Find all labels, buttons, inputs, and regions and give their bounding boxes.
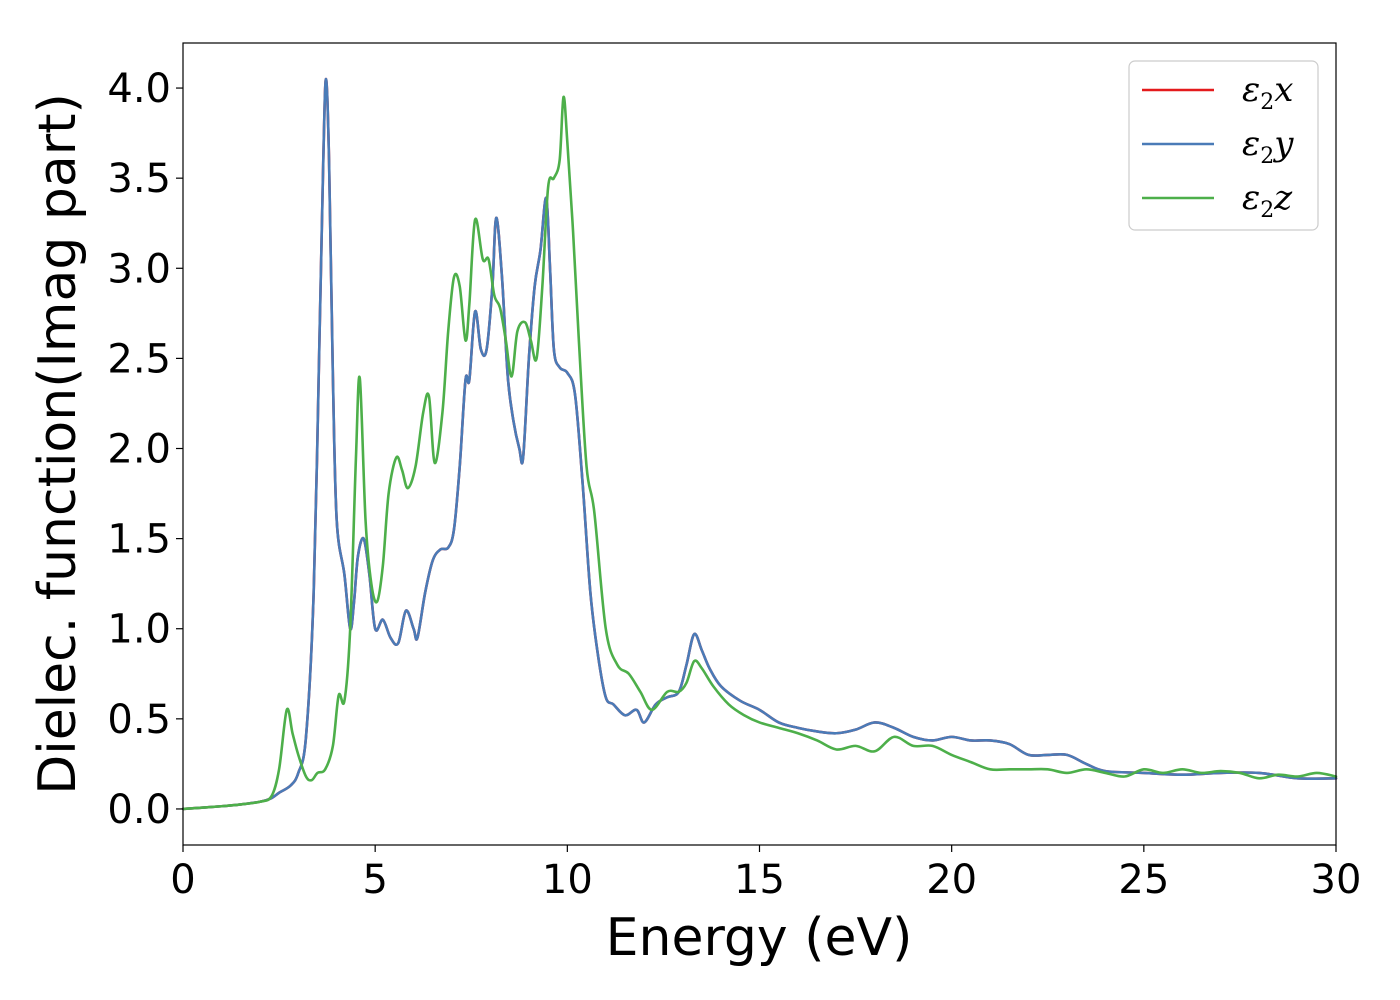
- legend-label-base: ε: [1242, 124, 1260, 164]
- legend-label-base: ε: [1242, 70, 1260, 110]
- legend-label-subscript: 2: [1260, 90, 1274, 115]
- series-line-z: [181, 95, 1338, 811]
- legend-label-axis: z: [1273, 178, 1293, 218]
- legend-frame: [1128, 60, 1319, 231]
- y-tick-label: 0.0: [107, 787, 171, 833]
- legend-label-z: ε2z: [1242, 178, 1293, 223]
- y-tick-label: 2.5: [107, 336, 171, 382]
- legend-label-axis: y: [1272, 124, 1294, 164]
- legend-label-subscript: 2: [1260, 198, 1274, 223]
- y-tick-label: 3.0: [107, 246, 171, 292]
- x-tick-label: 10: [542, 857, 593, 903]
- series-line-y: [181, 77, 1338, 811]
- legend-label-base: ε: [1242, 178, 1260, 218]
- y-axis-ticks: 0.0 0.5 1.0 1.5 2.0 2.5 3.0 3.5 4.0: [107, 66, 183, 833]
- x-tick-label: 25: [1118, 857, 1169, 903]
- plot-area: [181, 42, 1338, 846]
- x-axis-title: Energy (eV): [606, 908, 913, 968]
- legend-label-axis: x: [1274, 70, 1293, 110]
- legend-label-y: ε2y: [1242, 124, 1294, 169]
- x-tick-label: 15: [734, 857, 785, 903]
- y-tick-label: 2.0: [107, 427, 171, 473]
- legend-label-x: ε2x: [1242, 70, 1293, 115]
- legend-label-subscript: 2: [1260, 144, 1274, 169]
- y-tick-label: 1.5: [107, 517, 171, 563]
- y-tick-label: 1.0: [107, 607, 171, 653]
- y-tick-label: 0.5: [107, 697, 171, 743]
- x-tick-label: 5: [362, 857, 387, 903]
- series-layer: [181, 77, 1338, 811]
- x-tick-label: 0: [170, 857, 195, 903]
- y-tick-label: 3.5: [107, 156, 171, 202]
- x-tick-label: 20: [926, 857, 977, 903]
- x-axis-ticks: 0 5 10 15 20 25 30: [170, 845, 1361, 903]
- x-tick-label: 30: [1311, 857, 1362, 903]
- y-axis-title: Dielec. function(Imag part): [28, 93, 88, 795]
- y-tick-label: 4.0: [107, 66, 171, 112]
